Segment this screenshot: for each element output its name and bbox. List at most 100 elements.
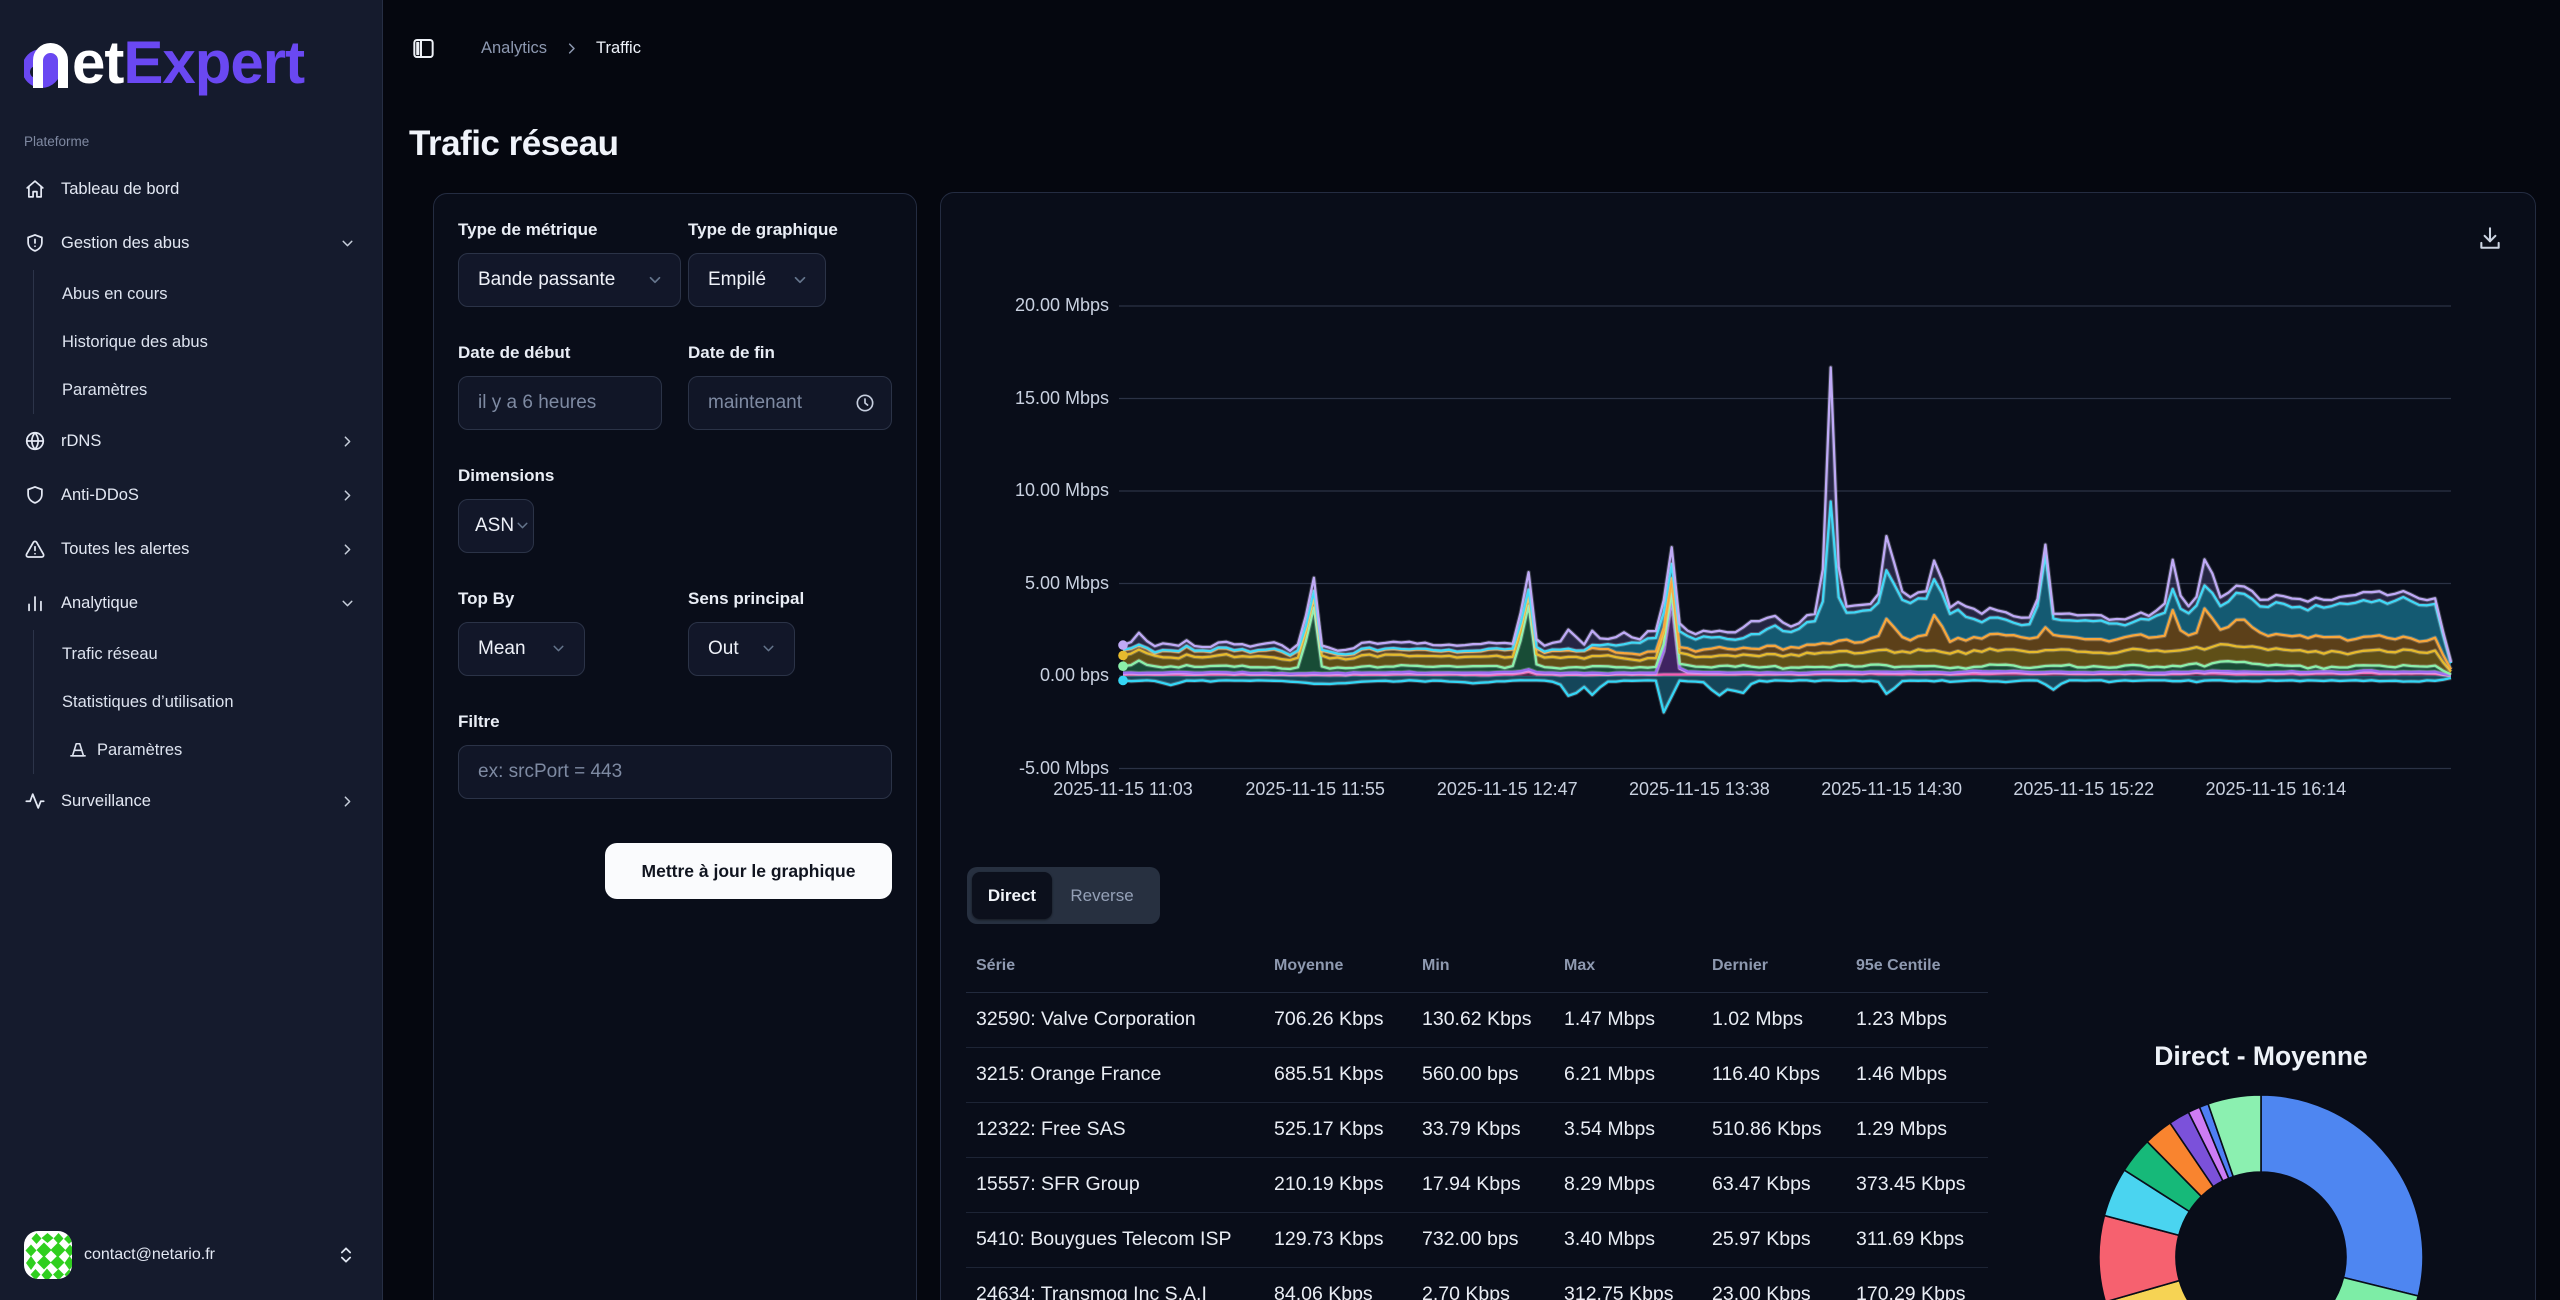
cell-dernier: 25.97 Kbps xyxy=(1702,1212,1846,1268)
activity-icon xyxy=(25,793,45,809)
sidebar-subitem-abus-en-cours[interactable]: Abus en cours xyxy=(34,270,383,318)
chevron-right-icon xyxy=(339,541,356,558)
cell-serie: 15557: SFR Group xyxy=(966,1157,1264,1213)
y-axis-tick: 5.00 Mbps xyxy=(1024,572,1109,593)
cell-min: 732.00 bps xyxy=(1412,1212,1554,1268)
sidebar-item-analytique[interactable]: Analytique xyxy=(0,576,383,630)
sidebar-subitem-label: Historique des abus xyxy=(62,332,208,351)
avatar xyxy=(24,1231,72,1279)
chevron-right-icon xyxy=(339,433,356,450)
filter-label: Filtre xyxy=(458,712,500,731)
update-chart-button[interactable]: Mettre à jour le graphique xyxy=(605,843,892,899)
cell-95e-centile: 1.46 Mbps xyxy=(1846,1047,1988,1103)
triangle-alert-icon xyxy=(24,538,46,560)
col-header-s-rie: Série xyxy=(966,940,1264,993)
table-row[interactable]: 5410: Bouygues Telecom ISP 129.73 Kbps 732… xyxy=(966,1212,1988,1268)
globe-icon xyxy=(24,430,46,452)
chevron-right-icon xyxy=(339,487,356,504)
chevron-down-icon xyxy=(339,595,356,612)
x-axis-tick: 2025-11-15 16:14 xyxy=(2205,779,2347,799)
chevron-right-icon xyxy=(344,435,351,447)
sidebar-item-tableau-de-bord[interactable]: Tableau de bord xyxy=(0,162,383,216)
sidebar-subitem-label: Paramètres xyxy=(62,380,148,399)
cell-moyenne: 84.06 Kbps xyxy=(1264,1267,1412,1300)
direction-value: Out xyxy=(708,638,739,659)
sidebar-item-gestion-des-abus[interactable]: Gestion des abus xyxy=(0,216,383,270)
filter-input[interactable]: ex: srcPort = 443 xyxy=(458,745,892,799)
table-row[interactable]: 12322: Free SAS 525.17 Kbps 33.79 Kbps 3.54… xyxy=(966,1102,1988,1158)
dimensions-select[interactable]: ASN xyxy=(458,499,534,553)
cell-95e-centile: 311.69 Kbps xyxy=(1846,1212,1988,1268)
tab-direct[interactable]: Direct xyxy=(972,872,1052,919)
chart-column-icon xyxy=(28,596,42,612)
cell-serie: 24634: Transmog Inc S.A.I xyxy=(966,1267,1264,1300)
breadcrumb-parent[interactable]: Analytics xyxy=(481,39,548,57)
topby-select[interactable]: Mean xyxy=(458,622,585,676)
sidebar-item-toutes-les-alertes[interactable]: Toutes les alertes xyxy=(0,522,383,576)
page-title: Trafic réseau xyxy=(409,124,619,163)
donut-title: Direct - Moyenne xyxy=(2154,1041,2368,1071)
cell-moyenne: 210.19 Kbps xyxy=(1264,1157,1412,1213)
y-axis-tick: 20.00 Mbps xyxy=(1014,295,1109,315)
sidebar-subitem-trafic-r-seau[interactable]: Trafic réseau xyxy=(34,630,383,678)
globe-icon xyxy=(25,431,45,451)
table-row[interactable]: 15557: SFR Group 210.19 Kbps 17.94 Kbps 8.2… xyxy=(966,1157,1988,1213)
chevrons-up-down-icon[interactable] xyxy=(336,1245,356,1265)
metric-type-value: Bande passante xyxy=(478,269,616,290)
donut-segment-s11 xyxy=(2207,1094,2262,1178)
cell-max: 312.75 Kbps xyxy=(1554,1267,1702,1300)
main-area: Analytics Traffic Trafic réseau Type de … xyxy=(383,0,2560,1300)
sidebar-subitem-label: Paramètres xyxy=(97,740,183,759)
table-row[interactable]: 32590: Valve Corporation 706.26 Kbps 130.6… xyxy=(966,992,1988,1048)
sidebar-subitem-label: Trafic réseau xyxy=(62,644,158,663)
cell-moyenne: 685.51 Kbps xyxy=(1264,1047,1412,1103)
sidebar-subitem-param-tres[interactable]: Paramètres xyxy=(34,366,383,414)
sidebar-item-surveillance[interactable]: Surveillance xyxy=(0,774,383,828)
sidebar-item-rdns[interactable]: rDNS xyxy=(0,414,383,468)
cell-min: 17.94 Kbps xyxy=(1412,1157,1554,1213)
sidebar-user[interactable]: contact@netario.fr xyxy=(0,1231,383,1279)
start-date-input[interactable]: il y a 6 heures xyxy=(458,376,662,430)
topbar: Analytics Traffic xyxy=(411,36,641,61)
activity-icon xyxy=(24,790,46,812)
graph-type-value: Empilé xyxy=(708,269,767,290)
user-email: contact@netario.fr xyxy=(84,1246,215,1263)
chevron-down-icon xyxy=(339,235,356,252)
chevron-right-icon xyxy=(344,543,351,555)
sidebar-item-label: Analytique xyxy=(61,593,139,612)
chevron-down-icon xyxy=(646,271,664,289)
start-date-label: Date de début xyxy=(458,343,571,362)
sidebar-menu: Tableau de bord Gestion des abus Abus en c… xyxy=(0,162,383,828)
metric-type-select[interactable]: Bande passante xyxy=(458,253,681,307)
direction-tabs: Direct Reverse xyxy=(967,867,1160,924)
brand-name: etExpert xyxy=(72,33,305,93)
cell-max: 1.47 Mbps xyxy=(1554,992,1702,1048)
col-header-min: Min xyxy=(1412,940,1554,993)
sidebar-toggle-icon[interactable] xyxy=(411,36,436,61)
cell-dernier: 116.40 Kbps xyxy=(1702,1047,1846,1103)
sidebar: etExpert Plateforme Tableau de bord Gesti… xyxy=(0,0,383,1300)
sidebar-section-label: Plateforme xyxy=(24,134,90,149)
direction-label: Sens principal xyxy=(688,589,805,608)
sidebar-subitem-statistiques-d-utilisation[interactable]: Statistiques d’utilisation xyxy=(34,678,383,726)
table-row[interactable]: 24634: Transmog Inc S.A.I 84.06 Kbps 2.70 … xyxy=(966,1267,1988,1300)
chevron-down-icon xyxy=(760,640,778,658)
download-icon[interactable] xyxy=(2477,225,2503,251)
direction-select[interactable]: Out xyxy=(688,622,795,676)
triangle-alert-icon xyxy=(25,540,45,558)
traffic-plot-svg xyxy=(1118,305,2454,770)
sidebar-item-anti-ddos[interactable]: Anti-DDoS xyxy=(0,468,383,522)
table-row[interactable]: 3215: Orange France 685.51 Kbps 560.00 bps… xyxy=(966,1047,1988,1103)
graph-type-select[interactable]: Empilé xyxy=(688,253,826,307)
end-date-input[interactable]: maintenant xyxy=(688,376,892,430)
traffic-cone-icon xyxy=(70,742,86,757)
sidebar-subitem-param-tres[interactable]: Paramètres xyxy=(34,726,383,774)
sidebar-item-label: rDNS xyxy=(61,431,102,450)
chevron-down-icon xyxy=(791,271,809,289)
cell-max: 8.29 Mbps xyxy=(1554,1157,1702,1213)
cell-95e-centile: 1.23 Mbps xyxy=(1846,992,1988,1048)
tab-reverse[interactable]: Reverse xyxy=(1070,885,1134,905)
cell-dernier: 23.00 Kbps xyxy=(1702,1267,1846,1300)
sidebar-subitem-historique-des-abus[interactable]: Historique des abus xyxy=(34,318,383,366)
cell-dernier: 63.47 Kbps xyxy=(1702,1157,1846,1213)
